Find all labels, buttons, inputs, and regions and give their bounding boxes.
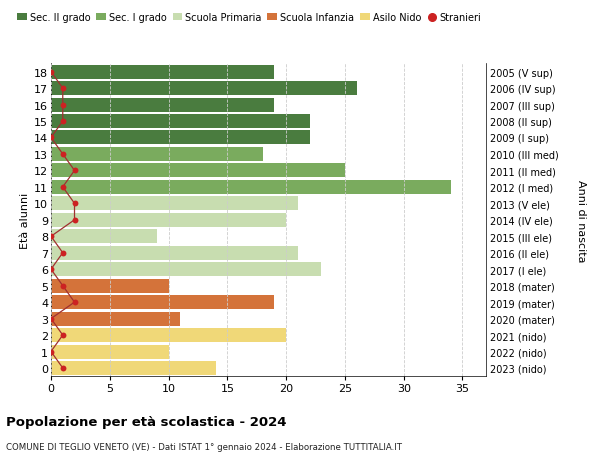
Bar: [51, 328, 286, 342]
Legend: Sec. II grado, Sec. I grado, Scuola Primaria, Scuola Infanzia, Asilo Nido, Stran: Sec. II grado, Sec. I grado, Scuola Prim…: [17, 13, 481, 23]
Point: [46, 134, 56, 142]
Bar: [51, 98, 274, 112]
Bar: [51, 230, 157, 244]
Point: [70, 168, 79, 175]
Bar: [51, 361, 215, 375]
Point: [58, 282, 68, 290]
Point: [70, 217, 79, 224]
Text: COMUNE DI TEGLIO VENETO (VE) - Dati ISTAT 1° gennaio 2024 - Elaborazione TUTTITA: COMUNE DI TEGLIO VENETO (VE) - Dati ISTA…: [6, 442, 402, 451]
Point: [58, 332, 68, 339]
Point: [58, 101, 68, 109]
Bar: [51, 296, 274, 309]
Y-axis label: Anni di nascita: Anni di nascita: [575, 179, 586, 262]
Bar: [51, 180, 451, 195]
Point: [70, 299, 79, 306]
Bar: [51, 82, 356, 96]
Point: [46, 315, 56, 323]
Point: [46, 266, 56, 273]
Y-axis label: Età alunni: Età alunni: [20, 192, 30, 248]
Bar: [51, 312, 181, 326]
Bar: [51, 131, 310, 145]
Point: [46, 348, 56, 355]
Bar: [51, 213, 286, 227]
Bar: [51, 345, 169, 359]
Bar: [51, 148, 263, 162]
Bar: [51, 197, 298, 211]
Bar: [51, 246, 298, 260]
Point: [58, 151, 68, 158]
Point: [46, 69, 56, 76]
Point: [58, 118, 68, 125]
Point: [58, 364, 68, 372]
Bar: [51, 66, 274, 79]
Bar: [51, 279, 169, 293]
Bar: [51, 164, 345, 178]
Point: [70, 200, 79, 207]
Bar: [51, 115, 310, 129]
Point: [58, 184, 68, 191]
Point: [58, 85, 68, 93]
Point: [46, 233, 56, 241]
Bar: [51, 263, 322, 277]
Point: [58, 250, 68, 257]
Text: Popolazione per età scolastica - 2024: Popolazione per età scolastica - 2024: [6, 415, 287, 428]
